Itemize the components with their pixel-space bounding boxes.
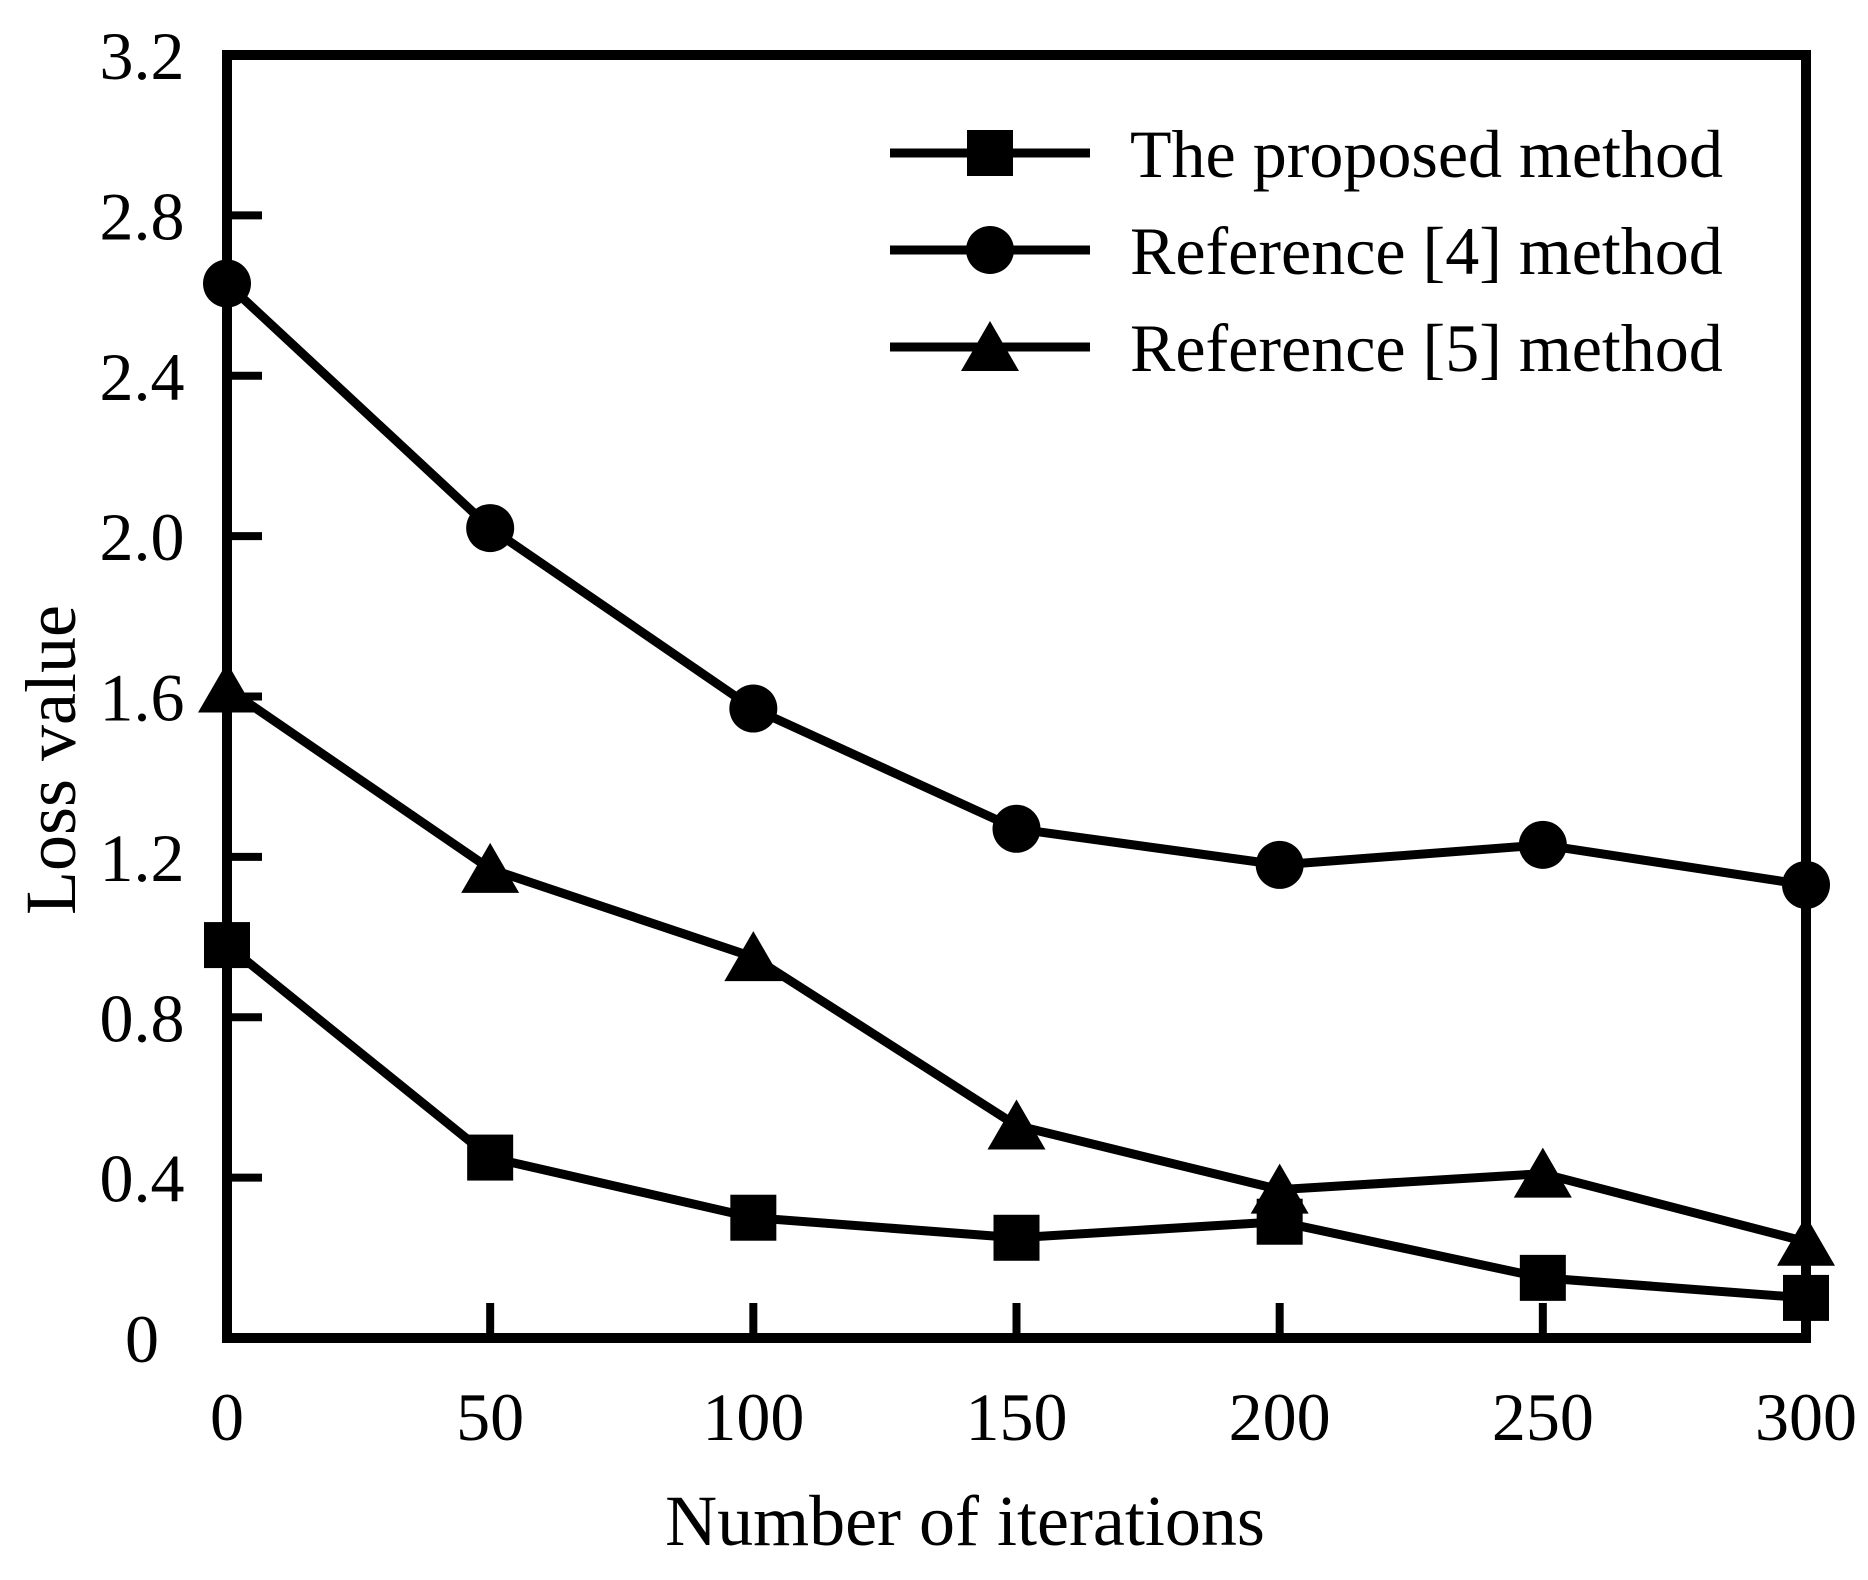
x-axis-ticks	[486, 1303, 1547, 1333]
y-tick-label: 0.8	[100, 980, 185, 1056]
square-marker	[1519, 1254, 1566, 1301]
x-axis-label: Number of iterations	[665, 1481, 1265, 1561]
circle-marker	[966, 226, 1014, 274]
series-triangle	[198, 662, 1835, 1266]
y-tick-label: 0.4	[100, 1141, 185, 1217]
circle-marker	[466, 504, 515, 553]
x-tick-label: 50	[456, 1379, 524, 1455]
legend-entry: The proposed method	[890, 116, 1723, 192]
series-square	[204, 922, 1829, 1321]
y-axis-ticks	[232, 211, 262, 1182]
circle-marker	[729, 684, 778, 733]
x-tick-label: 100	[702, 1379, 804, 1455]
square-marker	[467, 1134, 514, 1181]
y-tick-label: 1.2	[100, 820, 185, 896]
x-axis-tick-labels: 0 50 100 150 200 250 300	[210, 1379, 1857, 1455]
square-marker	[967, 130, 1013, 176]
legend: The proposed method Reference [4] method R…	[890, 116, 1723, 386]
triangle-marker	[461, 842, 520, 893]
y-tick-label: 3.2	[100, 18, 185, 94]
square-marker	[1783, 1274, 1829, 1321]
legend-entry: Reference [4] method	[890, 213, 1723, 289]
x-tick-label: 250	[1492, 1379, 1594, 1455]
legend-label: The proposed method	[1130, 116, 1723, 192]
y-tick-label: 2.0	[100, 499, 185, 575]
legend-label: Reference [4] method	[1130, 213, 1723, 289]
triangle-marker	[724, 931, 783, 982]
legend-entry: Reference [5] method	[890, 310, 1723, 386]
y-tick-label: 2.4	[100, 339, 185, 415]
triangle-marker	[198, 662, 256, 713]
circle-marker	[1782, 860, 1830, 909]
triangle-marker	[1513, 1147, 1572, 1198]
triangle-marker	[987, 1099, 1046, 1150]
series-circle	[203, 259, 1830, 909]
x-tick-label: 200	[1229, 1379, 1331, 1455]
y-tick-label: 0	[125, 1301, 159, 1377]
square-marker	[204, 922, 250, 969]
y-tick-label: 1.6	[100, 660, 185, 736]
circle-marker	[1255, 840, 1304, 889]
y-axis-tick-labels: 0 0.4 0.8 1.2 1.6 2.0 2.4 2.8 3.2	[100, 18, 185, 1377]
circle-marker	[203, 259, 251, 308]
circle-marker	[992, 804, 1041, 853]
y-tick-label: 2.8	[100, 178, 185, 254]
x-tick-label: 300	[1755, 1379, 1857, 1455]
triangle-marker	[1777, 1215, 1835, 1266]
legend-label: Reference [5] method	[1130, 310, 1723, 386]
square-marker	[730, 1194, 777, 1241]
y-axis-label: Loss value	[11, 605, 91, 915]
series-line	[224, 684, 1808, 1247]
circle-marker	[1518, 820, 1567, 869]
x-tick-label: 0	[210, 1379, 244, 1455]
square-marker	[993, 1214, 1040, 1261]
x-tick-label: 150	[966, 1379, 1068, 1455]
triangle-marker	[961, 321, 1019, 371]
triangle-marker	[1250, 1163, 1309, 1214]
series-layer	[198, 259, 1835, 1321]
